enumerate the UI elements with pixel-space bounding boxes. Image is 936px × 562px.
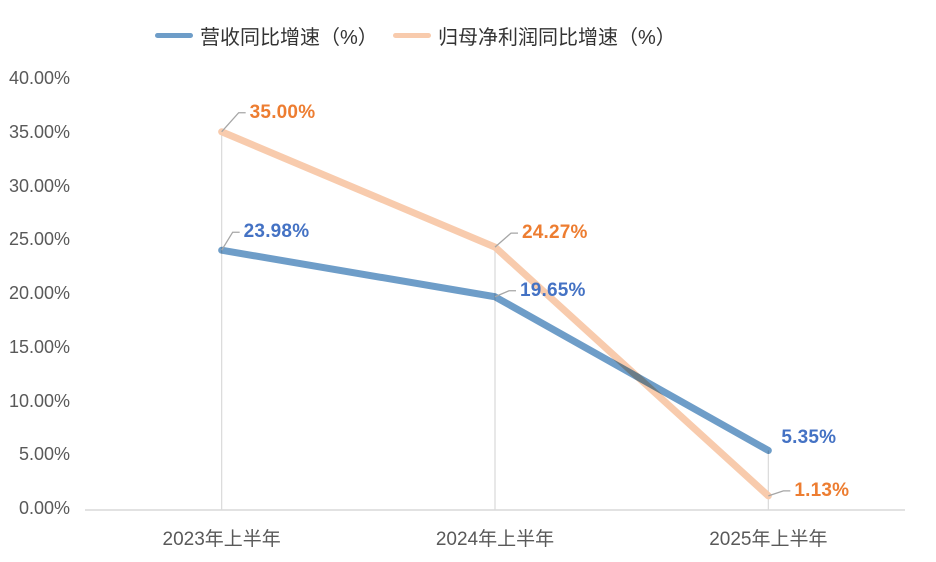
data-label-leader-line xyxy=(494,290,516,298)
data-label-leader-line xyxy=(494,232,518,248)
data-label-leader-line xyxy=(221,231,240,251)
data-label-leader-line xyxy=(221,112,246,133)
data-label-leader-line xyxy=(768,490,791,497)
